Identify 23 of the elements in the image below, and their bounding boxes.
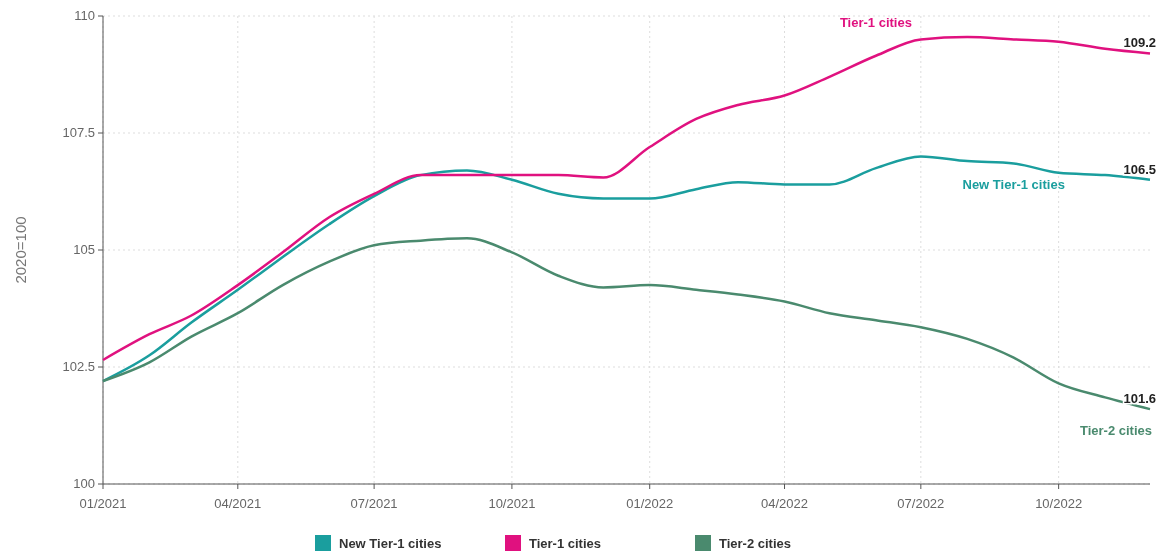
y-tick-label: 107.5	[62, 125, 95, 140]
y-tick-label: 102.5	[62, 359, 95, 374]
x-tick-label: 04/2021	[214, 496, 262, 511]
y-tick-label: 105	[73, 242, 95, 257]
text: New Tier-1 cities	[962, 177, 1065, 193]
legend-label: New Tier-1 cities	[339, 536, 442, 551]
legend-label: Tier-1 cities	[529, 536, 602, 551]
x-tick-label: 01/2021	[79, 496, 127, 511]
x-tick-label: 07/2021	[350, 496, 398, 511]
text: Tier-2 cities	[1079, 423, 1152, 439]
x-tick-label: 01/2022	[626, 496, 674, 511]
x-tick-label: 10/2022	[1035, 496, 1083, 511]
x-tick-label: 04/2022	[761, 496, 809, 511]
text: Tier-1 cities	[839, 15, 912, 31]
data-label: 109.2	[1123, 35, 1156, 51]
y-tick-label: 100	[73, 476, 95, 491]
data-label: 106.5	[1123, 161, 1156, 177]
legend-label: Tier-2 cities	[719, 536, 792, 551]
x-tick-label: 07/2022	[897, 496, 945, 511]
y-axis-title: 2020=100	[12, 216, 29, 284]
y-tick-label: 110	[74, 8, 95, 23]
x-tick-label: 10/2021	[488, 496, 536, 511]
data-label: 101.6	[1123, 391, 1156, 407]
